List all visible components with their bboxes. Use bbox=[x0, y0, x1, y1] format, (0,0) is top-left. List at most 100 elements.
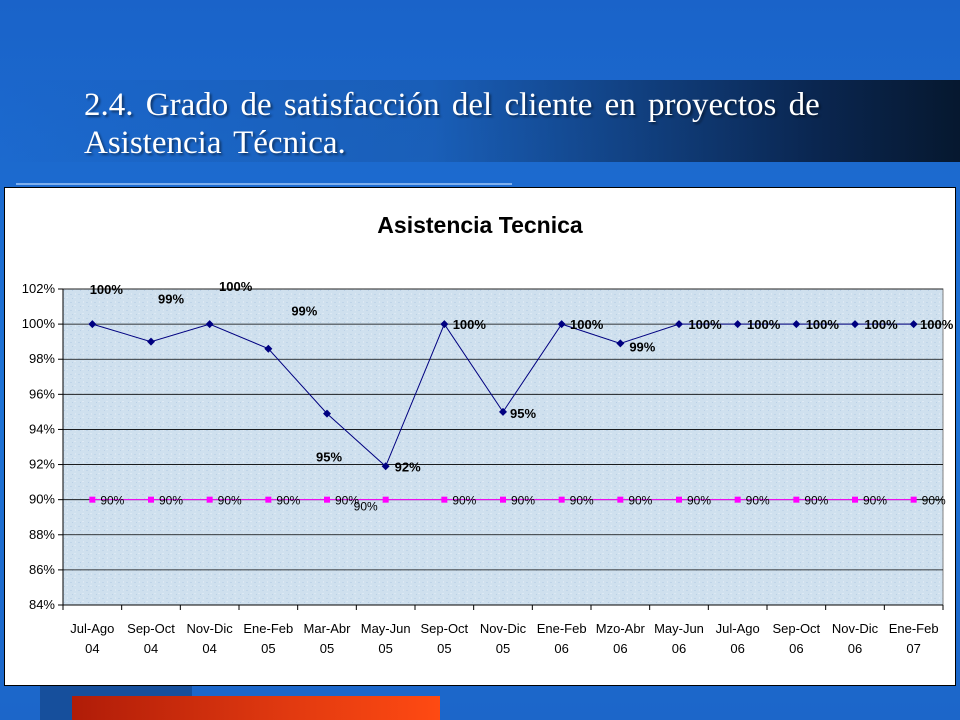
x-tick-label: 06 bbox=[848, 641, 862, 656]
y-tick-label: 88% bbox=[29, 527, 55, 542]
x-tick-label: Jul-Ago bbox=[716, 621, 760, 636]
y-tick-label: 94% bbox=[29, 421, 55, 436]
target-point bbox=[910, 496, 917, 503]
target-point bbox=[441, 496, 448, 503]
x-tick-label: 04 bbox=[202, 641, 216, 656]
satisfaction-data-label: 99% bbox=[291, 304, 317, 319]
y-tick-label: 100% bbox=[22, 316, 56, 331]
target-point bbox=[558, 496, 565, 503]
target-data-label: 90% bbox=[687, 494, 711, 508]
target-data-label: 90% bbox=[628, 494, 652, 508]
satisfaction-data-label: 95% bbox=[316, 450, 342, 465]
target-point bbox=[265, 496, 272, 503]
x-tick-label: 07 bbox=[906, 641, 920, 656]
target-data-label: 90% bbox=[804, 494, 828, 508]
target-point bbox=[324, 496, 330, 503]
satisfaction-point bbox=[323, 409, 331, 418]
target-data-label: 90% bbox=[922, 494, 946, 508]
satisfaction-data-label: 100% bbox=[747, 317, 781, 332]
x-tick-label: 05 bbox=[437, 641, 451, 656]
satisfaction-point bbox=[616, 339, 625, 348]
line-chart: Asistencia Tecnica 84% 86% 88% 90% 92% 94% 96%… bbox=[22, 212, 954, 656]
target-data-label: 90% bbox=[452, 494, 476, 508]
target-point bbox=[206, 496, 213, 503]
y-tick-label: 96% bbox=[29, 386, 55, 401]
x-tick-label: Sep-Oct bbox=[420, 621, 468, 636]
plot-area bbox=[62, 288, 944, 606]
satisfaction-data-label: 99% bbox=[158, 292, 184, 307]
satisfaction-data-label: 95% bbox=[510, 406, 536, 421]
satisfaction-point bbox=[675, 320, 683, 329]
title-band bbox=[0, 80, 960, 162]
x-tick-label: 06 bbox=[613, 641, 627, 656]
x-tick-label: 06 bbox=[554, 641, 568, 656]
x-tick-label: 06 bbox=[672, 641, 686, 656]
x-tick-label: 06 bbox=[730, 641, 744, 656]
target-data-label: 90% bbox=[570, 494, 594, 508]
x-tick-label: Mzo-Abr bbox=[596, 621, 646, 636]
satisfaction-data-label: 100% bbox=[688, 317, 722, 332]
satisfaction-point bbox=[557, 320, 566, 329]
title-underline bbox=[16, 183, 512, 185]
x-tick-label: 06 bbox=[789, 641, 803, 656]
satisfaction-point bbox=[381, 462, 390, 471]
target-data-label: 90% bbox=[218, 494, 242, 508]
satisfaction-point bbox=[264, 344, 273, 353]
satisfaction-point bbox=[88, 320, 97, 329]
satisfaction-point bbox=[147, 337, 155, 346]
y-tick-label: 90% bbox=[29, 492, 55, 507]
target-point bbox=[617, 496, 624, 503]
satisfaction-data-label: 100% bbox=[920, 317, 954, 332]
x-tick-label: Ene-Feb bbox=[537, 621, 587, 636]
satisfaction-point bbox=[205, 320, 214, 329]
x-tick-label: May-Jun bbox=[361, 621, 411, 636]
target-point bbox=[382, 496, 389, 503]
chart-frame: Asistencia Tecnica 84% 86% 88% 90% 92% 94% 96%… bbox=[4, 187, 956, 686]
satisfaction-data-label: 100% bbox=[806, 317, 840, 332]
y-tick-label: 92% bbox=[29, 457, 55, 472]
satisfaction-data-label: 100% bbox=[570, 317, 604, 332]
target-data-label: 90% bbox=[335, 494, 359, 508]
satisfaction-point bbox=[733, 320, 742, 329]
x-tick-label: Nov-Dic bbox=[480, 621, 527, 636]
target-point bbox=[89, 496, 96, 503]
target-point bbox=[500, 496, 506, 503]
satisfaction-point bbox=[499, 407, 507, 416]
target-data-label: 90% bbox=[159, 494, 183, 508]
x-tick-label: May-Jun bbox=[654, 621, 704, 636]
x-tick-label: 05 bbox=[378, 641, 392, 656]
satisfaction-point bbox=[792, 320, 801, 329]
satisfaction-data-label: 92% bbox=[395, 459, 421, 474]
target-data-label: 90% bbox=[863, 494, 887, 508]
target-point bbox=[148, 496, 154, 503]
target-point bbox=[793, 496, 800, 503]
satisfaction-data-label: 99% bbox=[629, 339, 655, 354]
x-tick-label: 05 bbox=[320, 641, 334, 656]
target-data-label: 90% bbox=[746, 494, 770, 508]
chart-title: Asistencia Tecnica bbox=[377, 212, 583, 238]
target-point bbox=[734, 496, 741, 503]
satisfaction-data-label: 100% bbox=[219, 279, 253, 294]
x-tick-label: Jul-Ago bbox=[70, 621, 114, 636]
x-tick-label: Sep-Oct bbox=[127, 621, 175, 636]
satisfaction-data-label: 100% bbox=[453, 317, 487, 332]
x-tick-label: 04 bbox=[85, 641, 99, 656]
footer-accent-red bbox=[72, 696, 440, 720]
x-tick-label: Ene-Feb bbox=[243, 621, 293, 636]
target-data-label: 90% bbox=[276, 494, 300, 508]
y-tick-label: 102% bbox=[22, 281, 56, 296]
x-tick-label: Nov-Dic bbox=[832, 621, 879, 636]
x-tick-label: Ene-Feb bbox=[889, 621, 939, 636]
y-tick-label: 98% bbox=[29, 351, 55, 366]
y-tick-label: 84% bbox=[29, 597, 55, 612]
target-point bbox=[852, 496, 858, 503]
satisfaction-point bbox=[440, 320, 449, 329]
target-data-label: 90% bbox=[100, 494, 124, 508]
target-point bbox=[676, 496, 682, 503]
satisfaction-data-label: 100% bbox=[90, 282, 124, 297]
x-tick-label: Sep-Oct bbox=[772, 621, 820, 636]
y-tick-label: 86% bbox=[29, 562, 55, 577]
satisfaction-point bbox=[909, 320, 918, 329]
x-tick-label: 04 bbox=[144, 641, 158, 656]
x-tick-label: 05 bbox=[261, 641, 275, 656]
